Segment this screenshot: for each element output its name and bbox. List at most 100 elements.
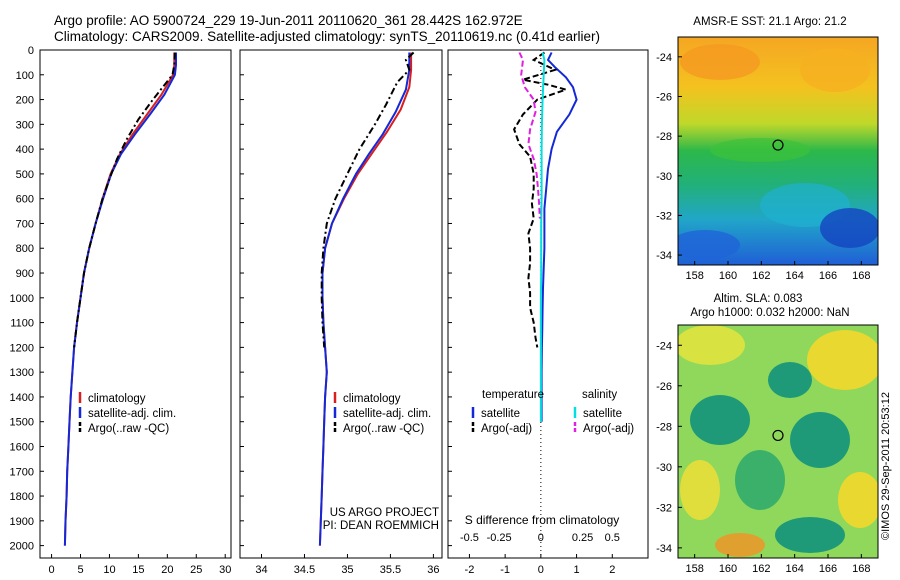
y-tick-label: 500 — [16, 169, 34, 181]
map-y-tick-label: -26 — [656, 381, 672, 393]
map-y-tick-label: -26 — [656, 91, 672, 103]
x-tick-label: 36 — [427, 564, 439, 576]
sla-map — [677, 324, 879, 559]
sla_map-title-2: Argo h1000: 0.032 h2000: NaN — [690, 307, 849, 319]
y-tick-label: 400 — [16, 144, 34, 156]
y-tick-label: 1400 — [10, 392, 34, 404]
top-tick-label: 0 — [538, 532, 544, 544]
project-annotation: PI: DEAN ROEMMICH — [323, 520, 439, 532]
map-y-tick-label: -34 — [656, 543, 672, 555]
y-tick-label: 900 — [16, 268, 34, 280]
map-x-tick-label: 158 — [685, 563, 703, 575]
difference-xlabel-top: S difference from climatology — [465, 513, 620, 527]
x-tick-label: 15 — [132, 564, 144, 576]
temperature-xlabel: temperature (deg C) — [81, 578, 189, 580]
map-x-tick-label: 158 — [685, 270, 703, 282]
map-y-tick-label: -28 — [656, 421, 672, 433]
x-tick-label: 0 — [49, 564, 55, 576]
sla-map-texture — [678, 325, 878, 557]
top-tick-label: -0.25 — [487, 532, 512, 544]
y-tick-label: 1200 — [10, 342, 34, 354]
x-tick-label: 20 — [161, 564, 173, 576]
x-tick-label: 5 — [77, 564, 83, 576]
salinity-xlabel: salinity — [323, 578, 360, 580]
argo-float-marker — [772, 429, 784, 442]
x-tick-label: -1 — [500, 564, 510, 576]
sla_map-axes: 158 160 162 164 166 168 -24 -26 -28 -30 -32 -34 Alti… — [656, 293, 870, 575]
sla_map-title-1: Altim. SLA: 0.083 — [714, 293, 803, 305]
legend-entry: climatology — [88, 393, 146, 405]
legend-entry: climatology — [343, 393, 401, 405]
x-tick-label: 2 — [609, 564, 615, 576]
argo-float-marker — [772, 139, 784, 151]
map-x-tick-label: 160 — [719, 270, 737, 282]
map-x-tick-label: 164 — [785, 270, 803, 282]
x-tick-label: 34.5 — [294, 564, 315, 576]
legend-title-temperature: temperature — [482, 389, 544, 401]
y-tick-label: 1500 — [10, 417, 34, 429]
map-y-tick-label: -28 — [656, 131, 672, 143]
y-tick-label: 200 — [16, 95, 34, 107]
legend-entry: satellite — [481, 408, 520, 420]
legend-entry: satellite-adj. clim. — [343, 408, 431, 420]
x-tick-label: 25 — [190, 564, 202, 576]
legend-entry: satellite-adj. clim. — [88, 408, 176, 420]
legend-entry: satellite — [583, 408, 622, 420]
difference-series-argo--adj- — [518, 52, 541, 219]
map-y-tick-label: -32 — [656, 210, 672, 222]
x-tick-label: 10 — [103, 564, 115, 576]
y-tick-label: 1000 — [10, 293, 34, 305]
sst_map-title: AMSR-E SST: 21.1 Argo: 21.2 — [693, 16, 846, 28]
y-tick-label: 800 — [16, 243, 34, 255]
legend-entry: Argo(-adj) — [481, 423, 532, 435]
salinity-frame — [239, 49, 443, 559]
y-tick-label: 1900 — [10, 516, 34, 528]
header-line-2: Climatology: CARS2009. Satellite-adjuste… — [54, 29, 601, 44]
x-tick-label: 1 — [574, 564, 580, 576]
legend-entry: Argo(-adj) — [583, 423, 634, 435]
difference-panel: -2 -1 0 1 2 T difference from climatology S di… — [447, 49, 649, 580]
map-x-tick-label: 168 — [852, 563, 870, 575]
map-x-tick-label: 160 — [719, 563, 737, 575]
header-line-1: Argo profile: AO 5900724_229 19-Jun-2011… — [54, 13, 523, 28]
map-x-tick-label: 166 — [819, 563, 837, 575]
x-tick-label: 0 — [538, 564, 544, 576]
y-tick-label: 2000 — [10, 541, 34, 553]
x-tick-label: 35 — [341, 564, 353, 576]
map-y-tick-label: -30 — [656, 462, 672, 474]
y-tick-label: 1100 — [10, 318, 34, 330]
project-annotation: US ARGO PROJECT — [330, 507, 439, 519]
top-tick-label: -0.5 — [460, 532, 479, 544]
y-tick-label: 1800 — [10, 491, 34, 503]
map-y-tick-label: -34 — [656, 250, 672, 262]
y-tick-label: 1300 — [10, 367, 34, 379]
map-x-tick-label: 162 — [752, 563, 770, 575]
y-tick-label: 1600 — [10, 441, 34, 453]
x-tick-label: 30 — [219, 564, 231, 576]
y-tick-label: 1700 — [10, 466, 34, 478]
sst-map-texture — [678, 44, 878, 260]
y-tick-label: 600 — [16, 194, 34, 206]
y-tick-label: 300 — [16, 119, 34, 131]
top-tick-label: 0.5 — [605, 532, 620, 544]
map-y-tick-label: -24 — [656, 52, 672, 64]
difference-series-satellite — [539, 52, 546, 422]
map-x-tick-label: 168 — [852, 270, 870, 282]
sst-map — [677, 36, 879, 266]
legend-entry: Argo(..raw -QC) — [343, 423, 424, 435]
difference-frame — [447, 49, 649, 559]
y-tick-label: 100 — [16, 70, 34, 82]
map-x-tick-label: 164 — [785, 563, 803, 575]
difference-series-satellite — [540, 52, 578, 422]
map-y-tick-label: -24 — [656, 340, 672, 352]
map-x-tick-label: 166 — [819, 270, 837, 282]
temperature-series-argo---raw--qc- — [73, 52, 176, 348]
salinity-panel: 34 34.5 35 35.5 36 salinity climatology satelli… — [239, 49, 443, 580]
legend-title-salinity: salinity — [582, 389, 617, 401]
map-y-tick-label: -30 — [656, 171, 672, 183]
difference-xlabel: T difference from climatology — [471, 578, 625, 580]
map-y-tick-label: -32 — [656, 502, 672, 514]
y-tick-label: 0 — [28, 45, 34, 57]
sst_map-axes: 158 160 162 164 166 168 -24 -26 -28 -30 -32 -34 AMSR… — [656, 16, 870, 282]
